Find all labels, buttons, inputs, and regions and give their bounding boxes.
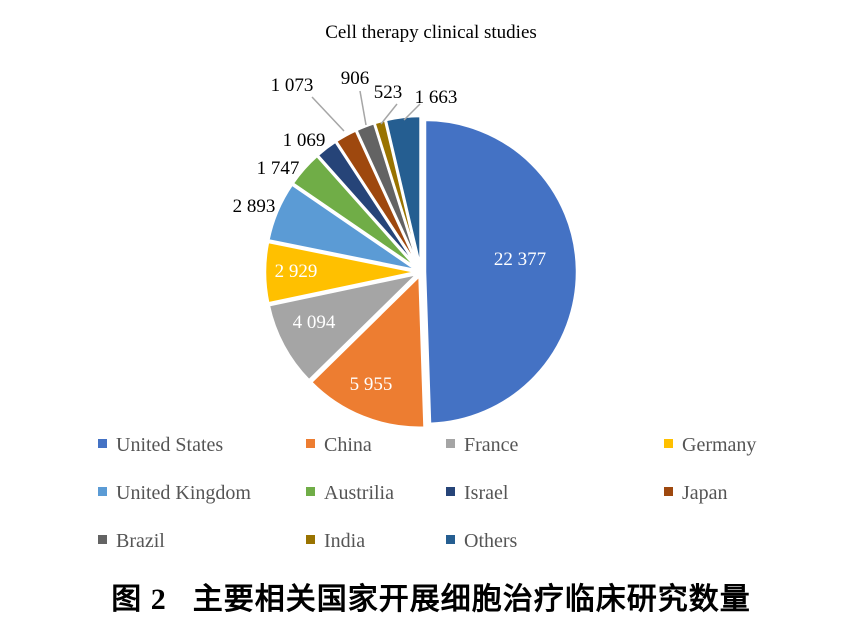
legend-item-germany: Germany bbox=[664, 434, 756, 457]
data-label-others: 1 663 bbox=[415, 87, 458, 108]
data-label-austrilia: 1 747 bbox=[257, 158, 300, 179]
data-label-israel: 1 069 bbox=[283, 130, 326, 151]
data-label-united-kingdom: 2 893 bbox=[233, 196, 276, 217]
data-label-japan: 1 073 bbox=[271, 75, 314, 96]
legend-item-others: Others bbox=[446, 530, 517, 553]
data-label-germany: 2 929 bbox=[275, 261, 318, 282]
legend-label: Others bbox=[464, 530, 518, 552]
legend-label: Austrilia bbox=[324, 482, 394, 504]
figure-caption: 图 2 主要相关国家开展细胞治疗临床研究数量 bbox=[0, 574, 862, 618]
legend-swatch bbox=[306, 535, 315, 544]
legend-swatch bbox=[664, 487, 673, 496]
pie-slice-china bbox=[309, 272, 426, 429]
legend-label: Brazil bbox=[116, 530, 165, 552]
chart-title: Cell therapy clinical studies bbox=[325, 22, 537, 43]
data-labels: 22 377 5 955 4 094 2 929 2 893 1 747 1 069 1 07… bbox=[233, 68, 547, 395]
legend-swatch bbox=[446, 535, 455, 544]
legend-swatch bbox=[98, 535, 107, 544]
pie-slice-united-states bbox=[423, 118, 579, 426]
figure-number: 图 2 bbox=[111, 583, 167, 616]
legend-item-india: India bbox=[306, 530, 365, 553]
legend-label: Japan bbox=[682, 482, 728, 504]
legend-item-united-kingdom: United Kingdom bbox=[98, 482, 251, 505]
legend-label: Israel bbox=[464, 482, 509, 504]
pie-slice-france bbox=[267, 271, 422, 383]
legend-swatch bbox=[98, 487, 107, 496]
data-label-brazil: 906 bbox=[341, 68, 370, 89]
legend-label: France bbox=[464, 434, 519, 456]
legend-item-japan: Japan bbox=[664, 482, 728, 505]
figure-caption-text: 主要相关国家开展细胞治疗临床研究数量 bbox=[192, 583, 751, 616]
legend-item-france: France bbox=[446, 434, 518, 457]
data-label-united-states: 22 377 bbox=[494, 249, 546, 270]
leader-line-japan bbox=[311, 96, 345, 132]
legend-item-china: China bbox=[306, 434, 372, 457]
legend-swatch bbox=[664, 439, 673, 448]
pie-slices bbox=[263, 114, 579, 429]
legend-swatch bbox=[306, 439, 315, 448]
legend-label: United Kingdom bbox=[116, 482, 251, 504]
leader-line-others bbox=[403, 103, 421, 121]
leader-lines bbox=[311, 90, 421, 132]
pie-chart: 22 377 5 955 4 094 2 929 2 893 1 747 1 069 1 07… bbox=[233, 68, 579, 429]
data-label-china: 5 955 bbox=[350, 374, 393, 395]
legend-item-israel: Israel bbox=[446, 482, 508, 505]
legend-item-austrilia: Austrilia bbox=[306, 482, 394, 505]
legend-item-united-states: United States bbox=[98, 434, 223, 457]
leader-line-brazil bbox=[359, 90, 367, 126]
pie-slice-germany bbox=[263, 240, 418, 305]
legend-swatch bbox=[306, 487, 315, 496]
data-label-india: 523 bbox=[374, 82, 403, 103]
legend-swatch bbox=[446, 487, 455, 496]
legend-label: China bbox=[324, 434, 372, 456]
legend-label: United States bbox=[116, 434, 224, 456]
legend-swatch bbox=[446, 439, 455, 448]
legend-item-brazil: Brazil bbox=[98, 530, 165, 553]
pie-slice-united-kingdom bbox=[266, 182, 419, 272]
legend-label: Germany bbox=[682, 434, 757, 456]
pie-slice-others bbox=[384, 114, 422, 269]
legend-swatch bbox=[98, 439, 107, 448]
data-label-france: 4 094 bbox=[293, 312, 336, 333]
legend-label: India bbox=[324, 530, 366, 552]
leader-line-india bbox=[380, 103, 398, 125]
